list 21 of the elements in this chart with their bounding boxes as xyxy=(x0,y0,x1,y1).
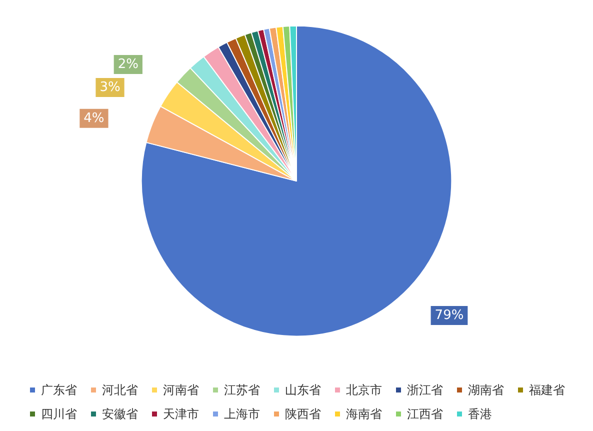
legend-label: 湖南省 xyxy=(468,383,504,397)
data-label: 4% xyxy=(84,110,104,126)
legend-label: 江苏省 xyxy=(224,383,260,397)
legend-label: 安徽省 xyxy=(102,407,138,421)
legend-label: 河南省 xyxy=(163,383,199,397)
legend-label: 福建省 xyxy=(529,383,565,397)
legend-label: 浙江省 xyxy=(407,383,443,397)
legend-label: 河北省 xyxy=(102,383,138,397)
data-label: 3% xyxy=(100,80,120,96)
data-label: 79% xyxy=(434,308,464,323)
legend-label: 广东省 xyxy=(41,383,77,397)
legend-label: 天津市 xyxy=(163,407,199,421)
legend-label: 陕西省 xyxy=(285,407,321,421)
legend-label: 海南省 xyxy=(346,407,382,421)
legend-label: 四川省 xyxy=(41,407,77,421)
legend-label: 山东省 xyxy=(285,383,321,397)
legend-label: 北京市 xyxy=(346,383,382,397)
legend-label: 上海市 xyxy=(224,407,260,421)
data-label: 2% xyxy=(118,57,138,72)
legend-label: 江西省 xyxy=(407,407,443,421)
legend-label: 香港 xyxy=(468,407,492,421)
